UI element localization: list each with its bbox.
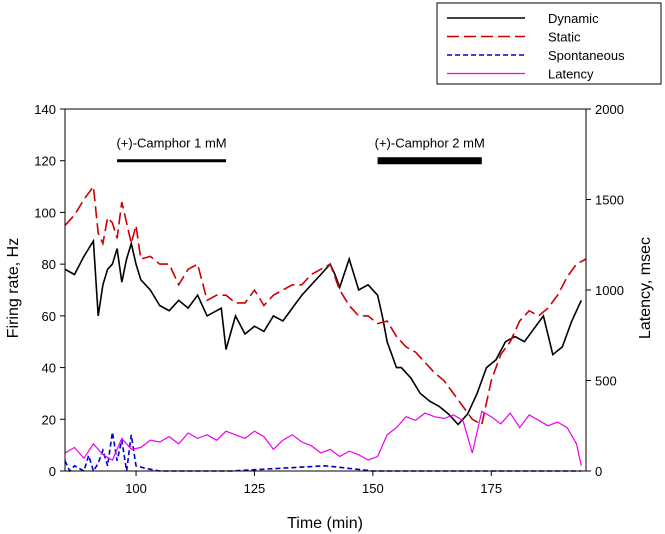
y2-tick-label: 500 — [595, 374, 617, 389]
y-tick-label: 60 — [42, 309, 56, 324]
x-tick-label: 125 — [244, 481, 266, 496]
y-tick-label: 0 — [49, 464, 56, 479]
legend-label-latency: Latency — [548, 67, 594, 82]
x-tick-label: 175 — [480, 481, 502, 496]
annotation-layer: (+)-Camphor 1 mM (+)-Camphor 2 mM — [116, 136, 485, 165]
y-axis-title: Firing rate, Hz — [5, 238, 22, 338]
y-tick-label: 140 — [34, 102, 56, 117]
x-axis-title: Time (min) — [287, 515, 363, 532]
y2-tick-label: 0 — [595, 464, 602, 479]
annotation-label-2: (+)-Camphor 2 mM — [375, 136, 485, 151]
x-tick-label: 150 — [362, 481, 384, 496]
legend-label-dynamic: Dynamic — [548, 11, 599, 26]
x-tick-label: 100 — [125, 481, 147, 496]
y-tick-label: 80 — [42, 257, 56, 272]
y-tick-label: 120 — [34, 154, 56, 169]
y-tick-label: 40 — [42, 361, 56, 376]
legend-label-spontaneous: Spontaneous — [548, 48, 625, 63]
legend-box — [436, 2, 662, 85]
annotation-label-1: (+)-Camphor 1 mM — [116, 136, 226, 151]
y2-tick-label: 1000 — [595, 283, 624, 298]
series-layer — [64, 184, 587, 473]
axis-layer: 100 125 150 175 0 20 40 60 80 100 120 140 0 500 1000 15… — [34, 102, 624, 496]
y2-axis-title: Latency, msec — [637, 237, 654, 339]
y2-tick-label: 2000 — [595, 102, 624, 117]
y-tick-label: 100 — [34, 205, 56, 220]
y-tick-label: 20 — [42, 412, 56, 427]
plot-frame — [64, 108, 587, 472]
series-latency-line — [64, 410, 582, 466]
series-dynamic-line — [64, 238, 583, 426]
legend: Dynamic Static Spontaneous Latency — [436, 2, 662, 85]
y2-tick-label: 1500 — [595, 193, 624, 208]
series-static-line — [64, 184, 587, 426]
legend-label-static: Static — [548, 30, 581, 45]
